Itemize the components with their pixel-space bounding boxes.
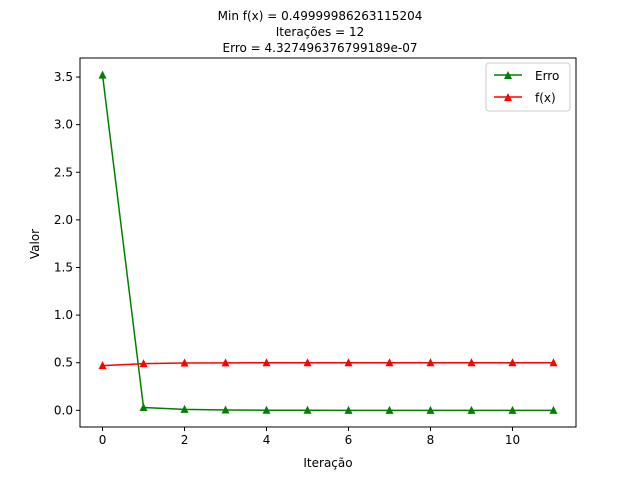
legend-erro-marker bbox=[504, 71, 512, 79]
series-erro-point bbox=[180, 404, 189, 413]
series-fx-point bbox=[180, 358, 189, 367]
series-erro-point bbox=[139, 402, 148, 411]
y-tick-label: 1.0 bbox=[54, 308, 73, 322]
series-fx-point bbox=[98, 361, 107, 370]
series-fx-point bbox=[221, 358, 230, 367]
series-erro-point bbox=[508, 405, 517, 414]
series-erro-point bbox=[549, 405, 558, 414]
x-tick-label: 2 bbox=[181, 433, 189, 447]
axes-frame bbox=[79, 57, 577, 428]
y-tick-label: 0.0 bbox=[54, 403, 73, 417]
y-axis-label: Valor bbox=[28, 229, 42, 259]
series-erro-point bbox=[344, 405, 353, 414]
series-fx-point bbox=[344, 358, 353, 367]
series-erro-point bbox=[467, 405, 476, 414]
series-fx-point bbox=[139, 359, 148, 368]
chart-title: Min f(x) = 0.49999986263115204 Iterações… bbox=[218, 9, 423, 55]
series-erro-line bbox=[101, 75, 554, 412]
series-erro-point bbox=[385, 405, 394, 414]
series-fx-point bbox=[385, 358, 394, 367]
legend-fx-marker bbox=[504, 93, 512, 101]
y-tick-label: 2.0 bbox=[54, 213, 73, 227]
series-erro-point bbox=[426, 405, 435, 414]
y-tick-label: 2.5 bbox=[54, 165, 73, 179]
y-tick-label: 1.5 bbox=[54, 260, 73, 274]
series-erro-point bbox=[262, 405, 271, 414]
title-line-2: Iterações = 12 bbox=[276, 25, 364, 39]
legend-erro-label: Erro bbox=[535, 69, 559, 83]
series-fx-point bbox=[549, 358, 558, 367]
x-tick-label: 4 bbox=[263, 433, 271, 447]
series-fx-line bbox=[102, 361, 554, 367]
title-line-1: Min f(x) = 0.49999986263115204 bbox=[218, 9, 423, 23]
x-tick-label: 6 bbox=[345, 433, 353, 447]
series-fx-point bbox=[426, 358, 435, 367]
x-axis-label: Iteração bbox=[303, 456, 352, 470]
series-erro-point bbox=[98, 70, 107, 79]
legend-fx-label: f(x) bbox=[535, 91, 556, 105]
title-line-3: Erro = 4.327496376799189e-07 bbox=[223, 41, 418, 55]
x-tick-label: 10 bbox=[505, 433, 520, 447]
y-tick-label: 3.0 bbox=[54, 118, 73, 132]
series-fx-point bbox=[467, 358, 476, 367]
y-tick-label: 3.5 bbox=[54, 70, 73, 84]
series-fx-point bbox=[303, 358, 312, 367]
series-fx-point bbox=[508, 358, 517, 367]
y-tick-label: 0.5 bbox=[54, 356, 73, 370]
x-tick-label: 0 bbox=[99, 433, 107, 447]
series-fx-point bbox=[262, 358, 271, 367]
series-erro-point bbox=[303, 405, 312, 414]
legend: Erro f(x) bbox=[485, 62, 571, 112]
x-tick-label: 8 bbox=[427, 433, 435, 447]
plot-area: 0 2 4 6 8 10 0.0 0.5 1.0 1.5 2.0 2.5 3.0 3.5 bbox=[54, 57, 577, 447]
series-erro-point bbox=[221, 405, 230, 414]
